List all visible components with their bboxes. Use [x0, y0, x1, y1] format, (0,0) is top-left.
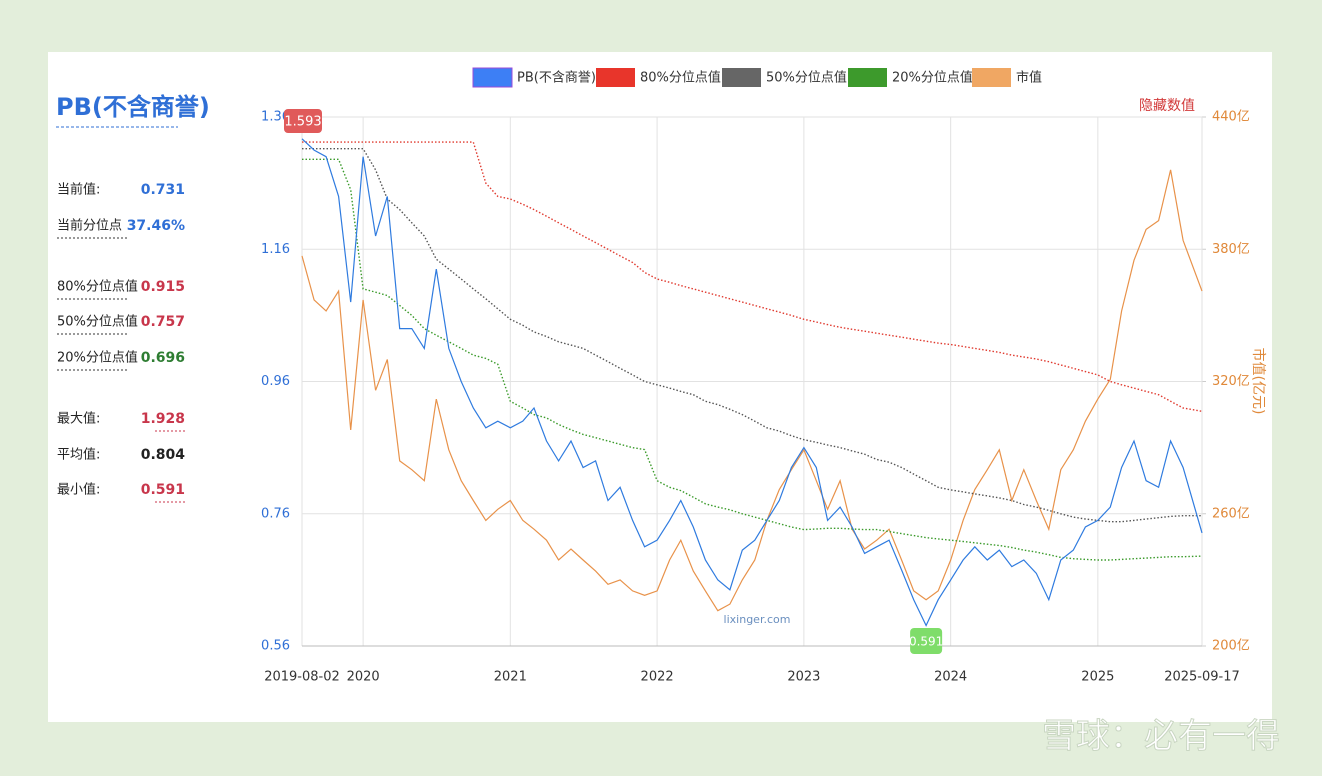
stat-label: 当前分位点	[57, 218, 122, 234]
series-line	[302, 148, 1202, 523]
series-line	[301, 169, 1203, 612]
legend-label: 20%分位点值	[892, 70, 973, 86]
y-tick-label: 0.76	[261, 506, 290, 521]
x-tick-label: 2024	[934, 670, 967, 685]
stat-value: 0.696	[141, 350, 185, 366]
stat-value: 0.915	[141, 279, 185, 295]
x-tick-label: 2019-08-02	[264, 670, 340, 685]
stat-label: 最大值:	[57, 411, 100, 427]
stat-label: 80%分位点值	[57, 279, 138, 295]
series-line	[301, 138, 1203, 627]
series-line	[302, 158, 1203, 561]
panel	[48, 52, 1272, 722]
stat-value: 0.591	[141, 482, 185, 498]
legend-swatch	[848, 68, 887, 87]
y-tick-label: 1.36	[261, 110, 290, 125]
y-tick-label: 0.96	[261, 374, 290, 389]
stat-value: 0.757	[141, 314, 185, 330]
legend-label: PB(不含商誉)	[517, 70, 596, 86]
y2-tick-label: 260亿	[1212, 506, 1250, 521]
stat-label: 平均值:	[57, 447, 100, 463]
y2-tick-label: 380亿	[1212, 242, 1250, 257]
start-badge	[284, 109, 322, 133]
chart-watermark: lixinger.com	[724, 613, 791, 626]
y2-axis-title: 市值(亿元)	[1250, 348, 1267, 415]
x-tick-label: 2020	[347, 670, 380, 685]
stat-label: 20%分位点值	[57, 350, 138, 366]
min-badge	[910, 628, 943, 654]
x-tick-label: 2025-09-17	[1164, 670, 1240, 685]
legend-label: 50%分位点值	[766, 70, 847, 86]
legend-label: 80%分位点值	[640, 70, 721, 86]
start-badge-label: 1.593	[284, 115, 321, 130]
stat-value: 0.731	[141, 182, 185, 198]
legend-swatch	[722, 68, 761, 87]
x-tick-label: 2025	[1081, 670, 1114, 685]
y2-tick-label: 320亿	[1212, 374, 1250, 389]
x-tick-label: 2023	[787, 670, 820, 685]
stat-value: 37.46%	[127, 218, 185, 234]
watermark-footer: 雪球：必有一得	[1042, 717, 1280, 757]
x-tick-label: 2022	[641, 670, 674, 685]
y-tick-label: 0.56	[261, 639, 290, 654]
legend-swatch	[596, 68, 635, 87]
legend-swatch	[972, 68, 1011, 87]
x-tick-label: 2021	[494, 670, 527, 685]
stat-value: 0.804	[141, 447, 186, 463]
legend-swatch	[472, 67, 513, 88]
min-badge-label: 0.591	[909, 635, 943, 649]
hide-values[interactable]: 隐藏数值	[1139, 98, 1195, 114]
y2-tick-label: 440亿	[1212, 110, 1250, 125]
y-tick-label: 1.16	[261, 242, 290, 257]
stat-label: 当前值:	[57, 182, 100, 198]
legend-label: 市值	[1016, 70, 1042, 86]
y2-tick-label: 200亿	[1212, 639, 1250, 654]
stat-label: 最小值:	[57, 482, 100, 498]
stat-label: 50%分位点值	[57, 314, 138, 330]
sidebar-title[interactable]: PB(不含商誉)	[56, 93, 210, 121]
stat-value: 1.928	[141, 411, 185, 427]
